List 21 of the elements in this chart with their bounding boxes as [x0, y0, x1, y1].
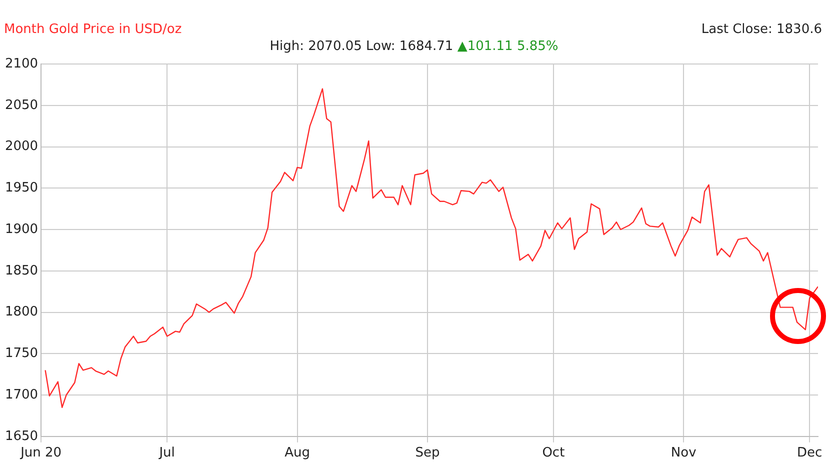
x-tick-label: Jun 20 — [20, 446, 62, 461]
y-tick-label: 1700 — [4, 387, 38, 402]
y-tick-label: 1950 — [4, 180, 38, 196]
x-tick-label: Dec — [797, 446, 822, 461]
y-tick-label: 1850 — [4, 263, 38, 278]
y-tick-label: 2100 — [4, 56, 38, 72]
x-tick-label: Sep — [415, 446, 440, 461]
text: ▲101.11 5.85% — [457, 39, 558, 54]
chart-title: Month Gold Price in USD/oz — [4, 22, 182, 37]
y-tick-label: 1900 — [4, 222, 38, 237]
x-tick-label: Aug — [284, 446, 310, 461]
y-tick-label: 1750 — [4, 346, 38, 362]
chart-subtitle: High: 2070.05 Low: 1684.71 — [270, 39, 454, 54]
y-tick-label: 1800 — [4, 304, 38, 320]
x-tick-label: Jul — [158, 446, 175, 461]
y-tick-label: 1650 — [4, 428, 38, 444]
text: Last Close: 1830.6 — [701, 22, 822, 37]
x-tick-label: Nov — [670, 446, 697, 461]
x-tick-label: Oct — [542, 446, 565, 461]
y-tick-label: 2050 — [4, 98, 38, 113]
y-tick-label: 2000 — [4, 139, 38, 154]
